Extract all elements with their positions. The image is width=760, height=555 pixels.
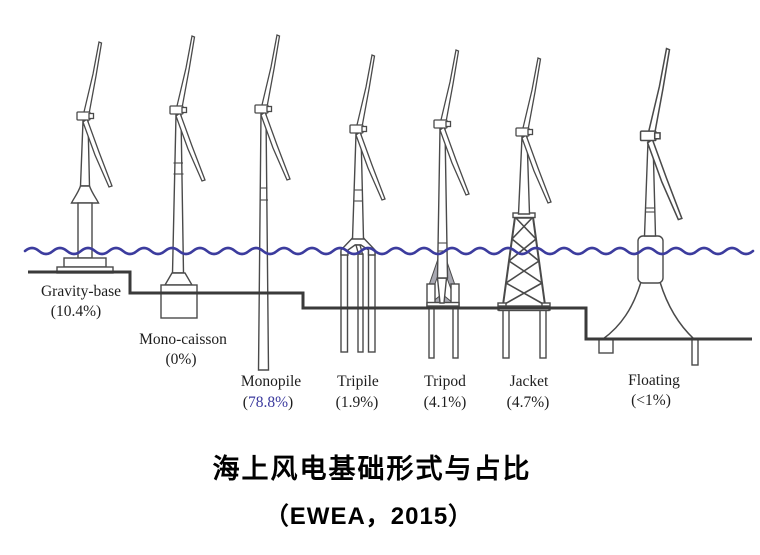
foundation-label-jacket: Jacket (4.7%) [507,373,550,411]
foundation-name: Tripile [337,373,379,390]
foundation-name: Tripod [424,373,466,390]
foundation-label-monopile: Monopile (78.8%) [241,373,301,411]
foundation-share: (4.1%) [424,394,467,411]
figure-title: 海上风电基础形式与占比 [213,454,532,484]
foundation-name: Monopile [241,373,301,390]
foundation-label-mono-caisson: Mono-caisson (0%) [139,331,227,368]
turbine-jacket [497,57,552,359]
turbine-mono-caisson [160,35,206,319]
foundation-label-tripile: Tripile (1.9%) [336,373,379,411]
foundation-name: Gravity-base [41,283,121,300]
foundation-share: (0%) [165,351,196,368]
foundation-name: Mono-caisson [139,331,227,348]
turbine-gravity-base [56,41,114,274]
figure-source: （EWEA，2015） [265,503,473,530]
foundation-share: (1.9%) [336,394,379,411]
seabed-profile [28,270,752,341]
foundation-share: (<1%) [631,392,671,409]
foundation-name: Jacket [510,373,549,390]
foundation-share: (4.7%) [507,394,550,411]
turbine-floating [598,47,699,366]
foundation-label-tripod: Tripod (4.1%) [424,373,467,411]
foundation-share: (10.4%) [51,303,101,320]
foundation-name: Floating [628,372,680,389]
turbine-tripile [340,54,386,353]
foundation-label-gravity-base: Gravity-base (10.4%) [41,283,121,320]
water-line [23,246,755,256]
foundation-share: (78.8%) [243,394,293,411]
foundation-label-floating: Floating (<1%) [628,372,680,409]
turbine-monopile [254,34,291,371]
turbine-tripod [426,49,470,359]
